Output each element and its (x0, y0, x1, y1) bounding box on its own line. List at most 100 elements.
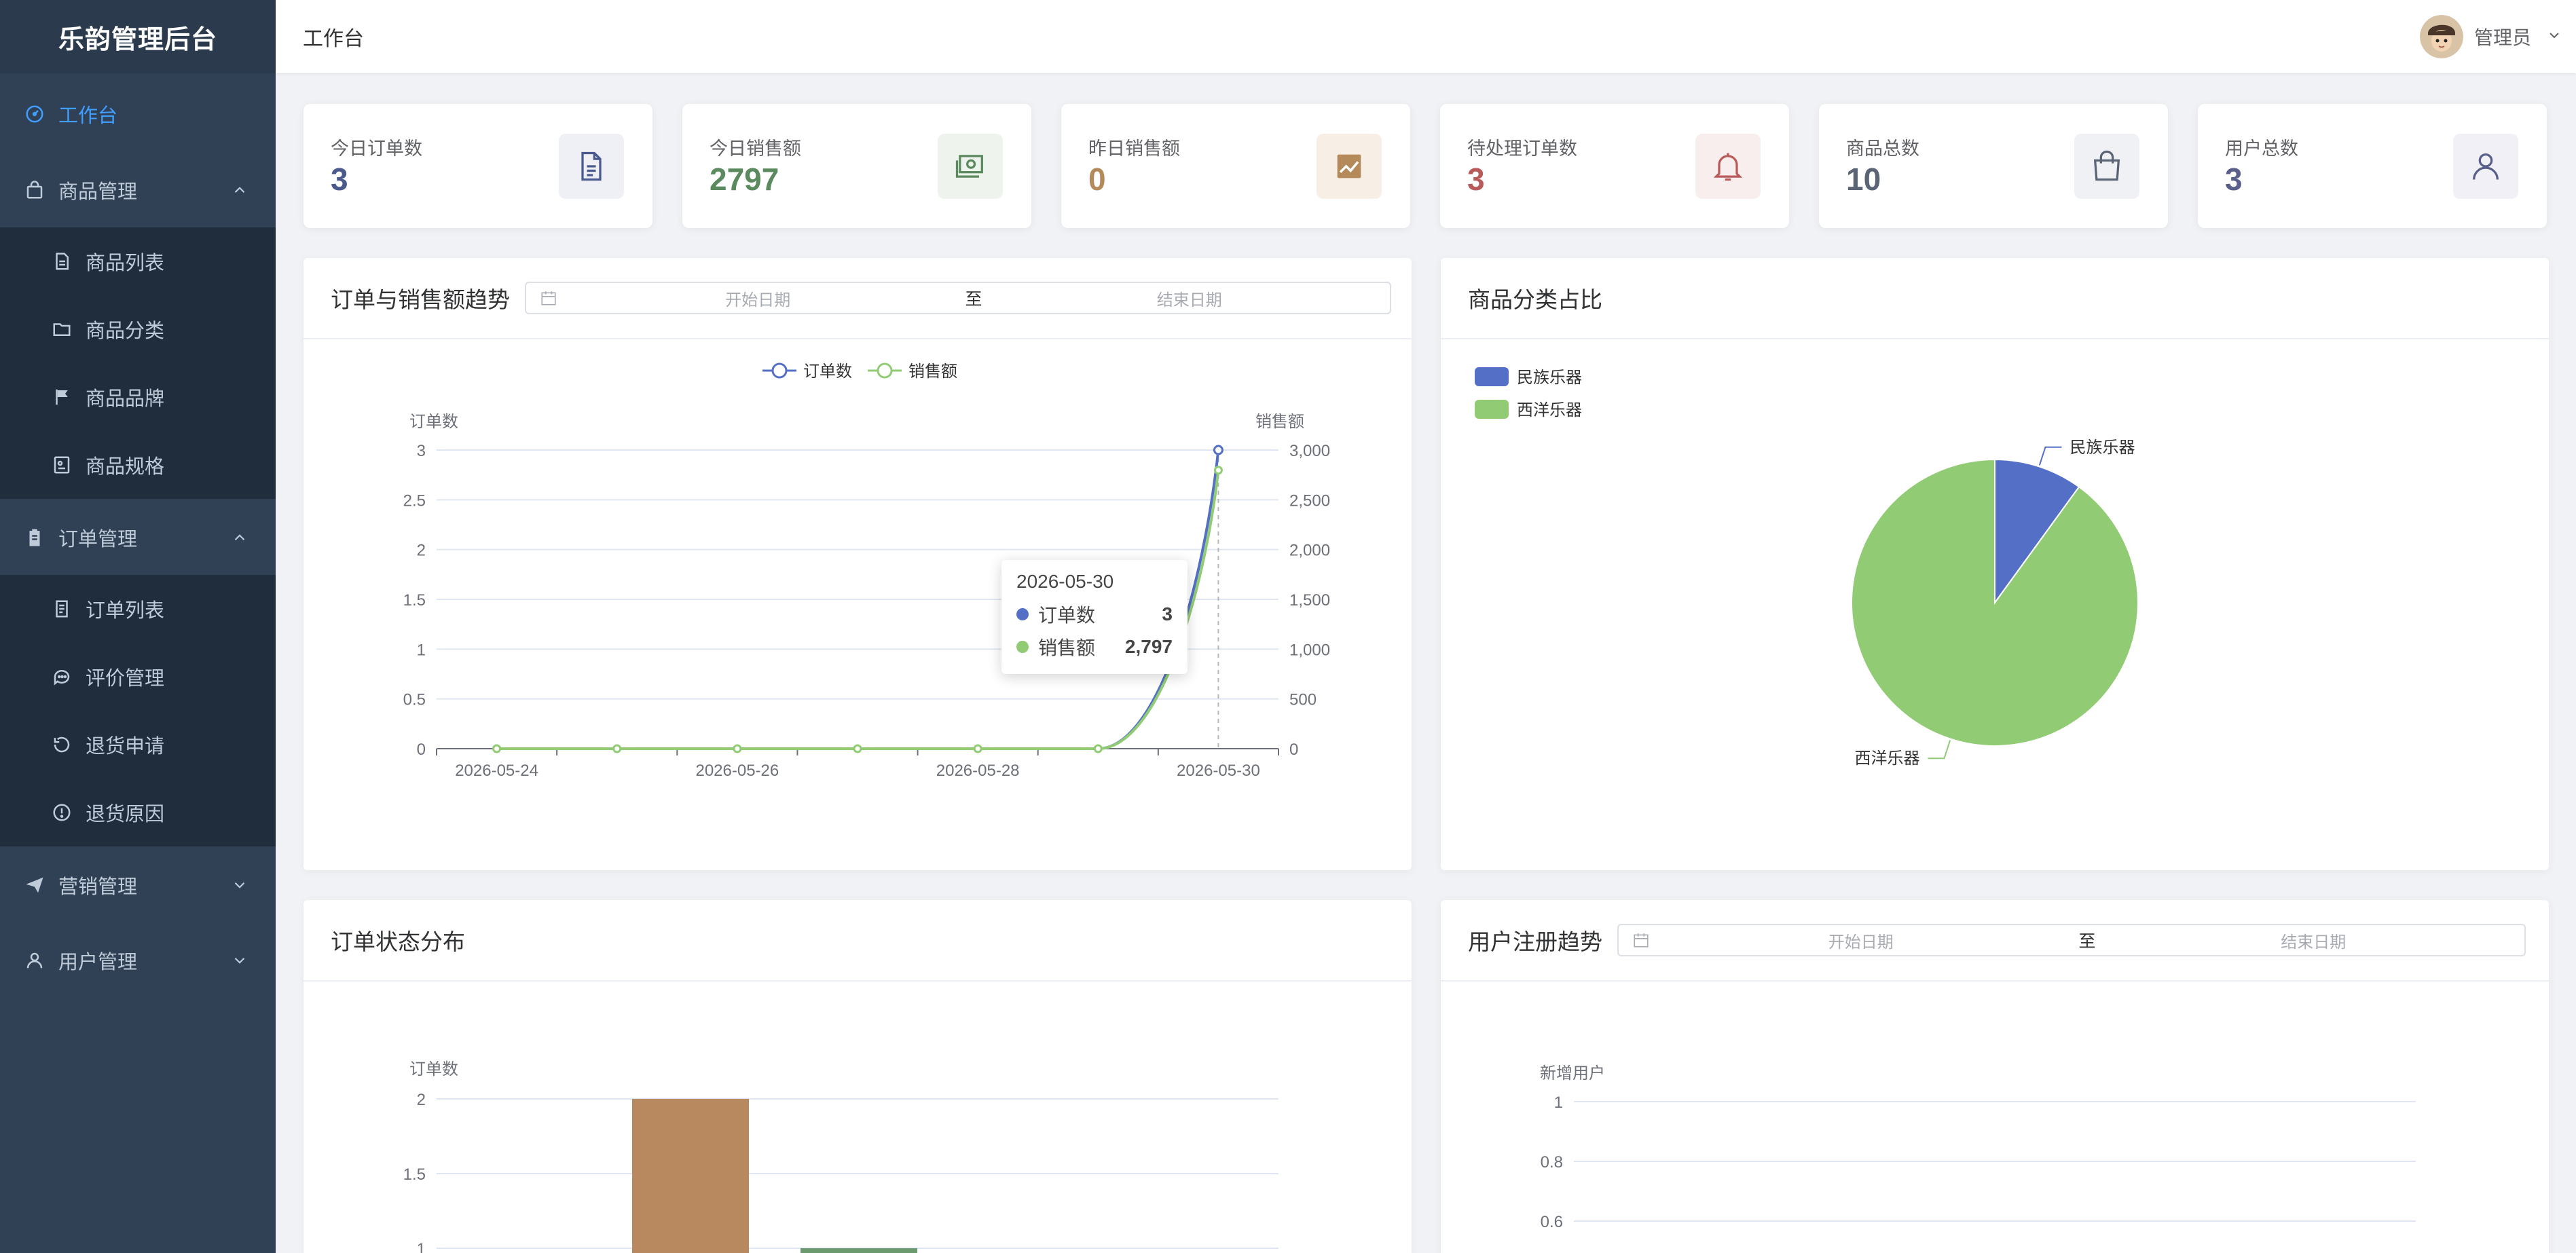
sidebar-item-goods-list[interactable]: 商品列表 (0, 227, 276, 295)
legend-swatch (1475, 367, 1509, 386)
sidebar-item-order-list[interactable]: 订单列表 (0, 575, 276, 643)
sidebar-item-label: 商品品牌 (86, 388, 165, 410)
sidebar-item-marketing[interactable]: 营销管理 (0, 851, 276, 919)
sidebar-item-label: 工作台 (58, 105, 118, 127)
tooltip-series-value: 2,797 (1124, 636, 1173, 657)
user-icon (23, 949, 46, 972)
calendar-icon (1632, 931, 1650, 949)
data-point-sales (733, 744, 742, 753)
bell-icon (1695, 134, 1761, 199)
sidebar-item-label: 商品分类 (86, 320, 165, 342)
panel-order-status: 订单状态分布 1 1.5 2 订单数 (303, 900, 1412, 1253)
sidebar-item-goods-brand[interactable]: 商品品牌 (0, 363, 276, 431)
pie-slice (1994, 458, 2080, 605)
legend-label: 民族乐器 (1517, 369, 1582, 387)
y-tick-label: 2 (417, 542, 426, 560)
order-sales-line-chart: 0 0.5 1 1.5 2 2.5 3 0 500 1,000 1,500 2,000 2,500 3,0… (403, 362, 1330, 780)
stat-value: 0 (1088, 162, 1106, 197)
bar (801, 1248, 917, 1253)
end-date-input[interactable]: 结束日期 (2281, 933, 2347, 952)
stat-card-yesterday-sales: 昨日销售额 0 (1061, 104, 1410, 228)
start-date-input[interactable]: 开始日期 (1828, 933, 1894, 952)
start-date-input[interactable]: 开始日期 (725, 291, 791, 310)
sidebar-item-goods-spec[interactable]: 商品规格 (0, 431, 276, 499)
sidebar-item-goods-category[interactable]: 商品分类 (0, 295, 276, 363)
breadcrumb: 工作台 (303, 28, 364, 50)
sidebar-item-label: 退货原因 (86, 804, 165, 825)
y2-tick-label: 1,500 (1289, 591, 1330, 610)
sidebar-item-label: 营销管理 (58, 876, 138, 898)
sidebar-item-users[interactable]: 用户管理 (0, 927, 276, 994)
y-tick-label: 0.5 (403, 691, 426, 709)
pie-slice (1851, 458, 2139, 747)
dashboard-icon (23, 102, 46, 126)
data-point-orders (1213, 445, 1223, 455)
end-date-input[interactable]: 结束日期 (1156, 291, 1222, 310)
sidebar-item-label: 商品管理 (58, 181, 138, 203)
stat-value: 3 (1467, 162, 1485, 197)
folder-icon (50, 318, 73, 341)
y-axis-title: 订单数 (409, 1060, 458, 1079)
y-tick-label: 1 (417, 1240, 426, 1253)
bar (632, 1099, 749, 1253)
pie-label: 西洋乐器 (1855, 749, 1920, 768)
stat-label: 今日订单数 (331, 138, 422, 159)
y-tick-label: 1.5 (403, 1165, 426, 1184)
y-tick-label: 0 (417, 741, 426, 759)
date-range-picker[interactable]: 开始日期 至 结束日期 (525, 282, 1391, 314)
sidebar-item-dashboard[interactable]: 工作台 (0, 80, 276, 148)
panel-head: 用户注册趋势 开始日期 至 结束日期 (1441, 900, 2549, 981)
y2-tick-label: 3,000 (1289, 442, 1330, 460)
stat-value: 3 (331, 162, 348, 197)
panel-title: 订单状态分布 (331, 929, 465, 954)
user-menu[interactable]: 管理员 (2419, 0, 2576, 73)
y-axis-title: 新增用户 (1540, 1064, 1605, 1083)
panel-head: 商品分类占比 (1441, 258, 2549, 339)
x-tick-label: 2026-05-24 (455, 762, 538, 780)
date-range-picker[interactable]: 开始日期 至 结束日期 (1617, 924, 2526, 956)
legend-label: 销售额 (908, 362, 957, 381)
stat-value: 3 (2225, 162, 2243, 197)
stat-label: 今日销售额 (710, 138, 801, 159)
paper-plane-icon (23, 874, 46, 897)
panel-title: 用户注册趋势 (1468, 929, 1602, 954)
y-tick-label: 3 (417, 442, 426, 460)
sidebar-item-reviews[interactable]: 评价管理 (0, 643, 276, 711)
shopping-bag-icon (23, 179, 46, 202)
stat-card-goods-total: 商品总数 10 (1819, 104, 2168, 228)
bag-icon (2074, 134, 2139, 199)
sidebar-item-goods[interactable]: 商品管理 (0, 156, 276, 224)
pie-label: 民族乐器 (2069, 438, 2135, 457)
panel-user-register-trend: 用户注册趋势 开始日期 至 结束日期 0.6 0.8 1 新增用户 (1441, 900, 2549, 1253)
document-icon (50, 250, 73, 273)
chevron-down-icon (2546, 27, 2562, 47)
tooltip-series-name: 销售额 (1038, 637, 1096, 658)
legend-marker (877, 362, 893, 379)
sidebar-item-return-reasons[interactable]: 退货原因 (0, 779, 276, 846)
tooltip-series-name: 订单数 (1038, 605, 1096, 626)
sidebar-item-returns[interactable]: 退货申请 (0, 711, 276, 779)
x-tick-label: 2026-05-26 (695, 762, 779, 780)
tooltip-date: 2026-05-30 (1016, 571, 1114, 592)
info-circle-icon (50, 801, 73, 824)
sidebar-item-label: 订单管理 (58, 529, 138, 550)
stat-value: 10 (1846, 162, 1881, 197)
y2-tick-label: 2,500 (1289, 491, 1330, 510)
y-tick-label: 0.6 (1541, 1213, 1563, 1231)
top-header: 工作台 管理员 (276, 0, 2576, 73)
legend-label: 订单数 (803, 362, 852, 381)
sidebar-item-orders[interactable]: 订单管理 (0, 504, 276, 572)
app-title: 乐韵管理后台 (0, 0, 276, 73)
panel-title: 商品分类占比 (1468, 287, 1602, 312)
stat-label: 待处理订单数 (1467, 138, 1577, 159)
stat-label: 用户总数 (2225, 138, 2298, 159)
tooltip-row: 订单数 3 (1016, 598, 1173, 631)
stat-card-pending-orders: 待处理订单数 3 (1440, 104, 1789, 228)
y-tick-label: 2.5 (403, 491, 426, 510)
panel-head: 订单与销售额趋势 开始日期 至 结束日期 (303, 258, 1412, 339)
data-point-sales (612, 744, 622, 753)
panel-head: 订单状态分布 (303, 900, 1412, 981)
chart-tooltip: 2026-05-30 订单数 3 销售额 2,797 (1001, 560, 1188, 674)
y2-tick-label: 500 (1289, 691, 1317, 709)
